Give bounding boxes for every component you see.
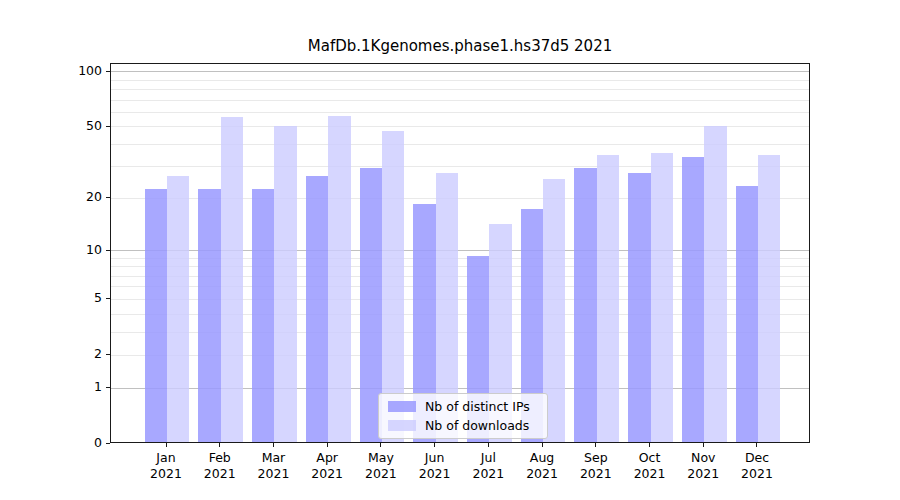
legend-label-downloads: Nb of downloads <box>425 418 529 433</box>
x-tick-label-dec: Dec2021 <box>727 450 787 482</box>
y-tick-50 <box>106 126 110 127</box>
bar-downloads-oct <box>651 153 673 442</box>
gridline-minor-90 <box>111 80 809 81</box>
x-tick-label-jul: Jul2021 <box>458 450 518 482</box>
x-tick-label-jan: Jan2021 <box>136 450 196 482</box>
legend-item-distinct-ips: Nb of distinct IPs <box>388 399 538 414</box>
x-tick-sep <box>595 443 596 447</box>
x-tick-label-feb: Feb2021 <box>190 450 250 482</box>
bar-downloads-jan <box>167 176 189 442</box>
plot-area: Nb of distinct IPs Nb of downloads <box>110 63 810 443</box>
x-tick-label-nov: Nov2021 <box>673 450 733 482</box>
x-tick-label-may: May2021 <box>351 450 411 482</box>
x-tick-label-jun: Jun2021 <box>405 450 465 482</box>
bar-downloads-dec <box>758 155 780 442</box>
y-tick-label-5: 5 <box>58 290 102 306</box>
y-tick-10 <box>106 250 110 251</box>
x-tick-jun <box>434 443 435 447</box>
y-tick-label-10: 10 <box>58 242 102 258</box>
legend-swatch-distinct-ips <box>388 401 416 412</box>
bar-downloads-apr <box>328 116 350 442</box>
figure: MafDb.1Kgenomes.phase1.hs37d5 2021 Nb of… <box>0 0 900 500</box>
x-tick-jan <box>166 443 167 447</box>
bar-distinct-ips-sep <box>574 168 596 442</box>
y-tick-100 <box>106 71 110 72</box>
x-tick-oct <box>649 443 650 447</box>
x-tick-label-oct: Oct2021 <box>620 450 680 482</box>
y-tick-0 <box>106 443 110 444</box>
bar-distinct-ips-nov <box>682 157 704 442</box>
bar-distinct-ips-dec <box>736 186 758 442</box>
bar-distinct-ips-jan <box>145 189 167 442</box>
x-tick-jul <box>488 443 489 447</box>
y-tick-1 <box>106 387 110 388</box>
legend-label-distinct-ips: Nb of distinct IPs <box>425 399 530 414</box>
x-tick-dec <box>756 443 757 447</box>
gridline-minor-60 <box>111 112 809 113</box>
x-tick-label-aug: Aug2021 <box>512 450 572 482</box>
gridline-major-100 <box>111 71 809 72</box>
bar-distinct-ips-feb <box>198 189 220 442</box>
y-tick-label-1: 1 <box>58 379 102 395</box>
gridline-minor-80 <box>111 89 809 90</box>
x-tick-mar <box>273 443 274 447</box>
legend-item-downloads: Nb of downloads <box>388 418 538 433</box>
y-tick-label-20: 20 <box>58 189 102 205</box>
y-tick-label-2: 2 <box>58 346 102 362</box>
y-tick-5 <box>106 298 110 299</box>
y-tick-label-100: 100 <box>58 63 102 79</box>
x-tick-may <box>380 443 381 447</box>
y-tick-label-0: 0 <box>58 435 102 451</box>
legend: Nb of distinct IPs Nb of downloads <box>378 393 548 439</box>
x-tick-aug <box>542 443 543 447</box>
bar-downloads-feb <box>221 117 243 442</box>
gridline-minor-70 <box>111 100 809 101</box>
legend-swatch-downloads <box>388 420 416 431</box>
bar-distinct-ips-oct <box>628 173 650 442</box>
y-tick-2 <box>106 354 110 355</box>
x-tick-apr <box>327 443 328 447</box>
x-tick-label-apr: Apr2021 <box>297 450 357 482</box>
y-tick-20 <box>106 197 110 198</box>
y-tick-label-50: 50 <box>58 118 102 134</box>
x-tick-label-sep: Sep2021 <box>566 450 626 482</box>
x-tick-nov <box>703 443 704 447</box>
bar-distinct-ips-mar <box>252 189 274 442</box>
x-tick-label-mar: Mar2021 <box>243 450 303 482</box>
bar-distinct-ips-apr <box>306 176 328 442</box>
bar-downloads-sep <box>597 155 619 442</box>
bar-downloads-mar <box>274 126 296 442</box>
bar-downloads-nov <box>704 126 726 442</box>
chart-title: MafDb.1Kgenomes.phase1.hs37d5 2021 <box>110 37 810 55</box>
x-tick-feb <box>219 443 220 447</box>
